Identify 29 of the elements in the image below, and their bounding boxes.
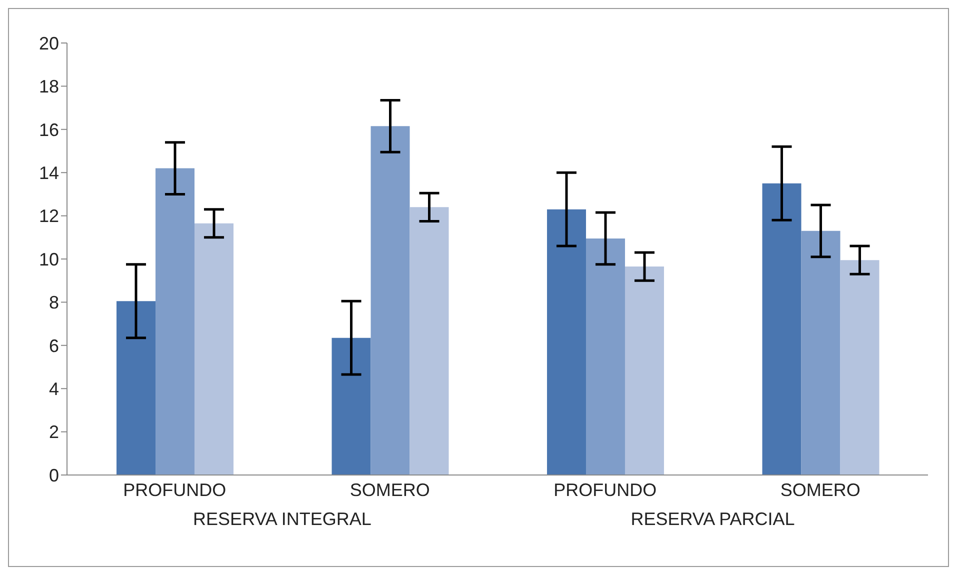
bar bbox=[801, 230, 840, 475]
bar bbox=[332, 338, 371, 475]
x-tick-label: PROFUNDO bbox=[123, 480, 226, 500]
bar bbox=[194, 223, 234, 475]
bar bbox=[156, 168, 195, 475]
y-tick-label: 14 bbox=[38, 162, 59, 183]
y-tick-label: 10 bbox=[38, 249, 59, 270]
bar bbox=[116, 301, 156, 475]
x-tick-label: SOMERO bbox=[350, 480, 430, 500]
x-tick-label: SOMERO bbox=[780, 480, 860, 500]
y-tick-label: 8 bbox=[48, 292, 59, 313]
bar bbox=[586, 238, 626, 475]
x-tick-label: PROFUNDO bbox=[554, 480, 657, 500]
y-tick-label: 16 bbox=[38, 120, 59, 140]
bar bbox=[625, 266, 664, 475]
y-tick-label: 12 bbox=[38, 206, 59, 226]
text: RESERVA INTEGRAL bbox=[192, 509, 372, 530]
bar bbox=[547, 209, 586, 475]
y-tick-label: 4 bbox=[48, 378, 59, 399]
bar bbox=[410, 207, 449, 475]
y-tick-label: 20 bbox=[38, 33, 59, 54]
bar bbox=[840, 260, 880, 475]
y-tick-label: 2 bbox=[48, 422, 59, 442]
y-tick-label: 0 bbox=[48, 465, 59, 486]
bar bbox=[762, 183, 802, 475]
text: RESERVA PARCIAL bbox=[630, 509, 796, 530]
bar bbox=[370, 126, 410, 475]
y-tick-label: 18 bbox=[38, 76, 59, 97]
y-tick-label: 6 bbox=[48, 336, 59, 356]
